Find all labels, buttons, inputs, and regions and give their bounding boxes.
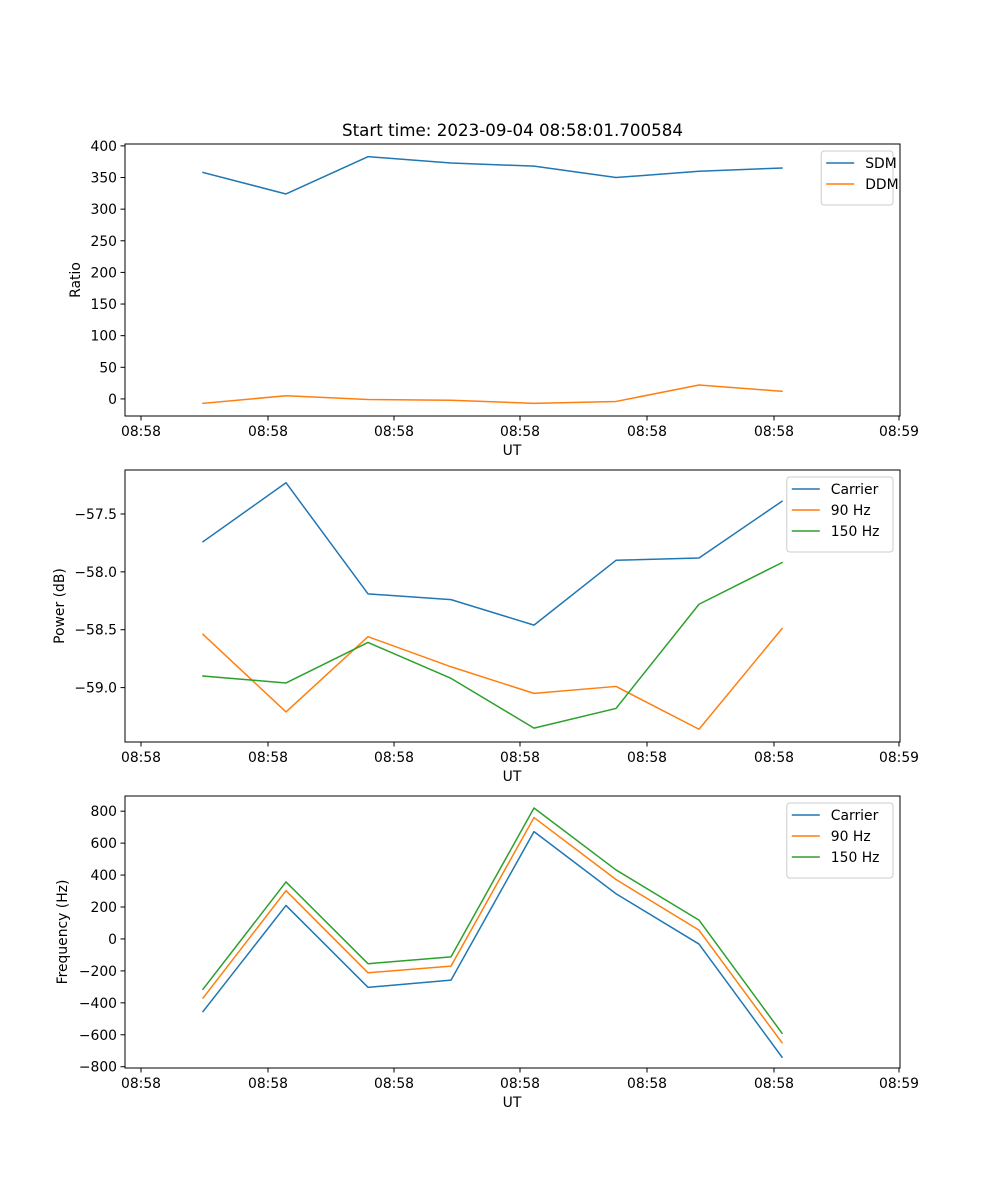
x-tick-label: 08:58 (374, 424, 414, 440)
legend: Carrier 90 Hz 150 Hz (786, 802, 894, 879)
chart-panel-1: 08:58 08:58 08:58 08:58 08:58 08:58 08:59 0 50 10… (68, 139, 919, 459)
x-tick-label: 08:58 (500, 750, 540, 766)
legend: SDM DDM (820, 150, 899, 206)
x-tick-label: 08:58 (248, 750, 288, 766)
series-line-carrier (201, 481, 784, 626)
y-tick-label: 150 (90, 297, 117, 313)
chart-panel-2: 08:58 08:58 08:58 08:58 08:58 08:58 08:59 −59.0… (52, 469, 919, 785)
x-tick-label: 08:58 (374, 750, 414, 766)
legend-box (786, 476, 894, 553)
y-axis-label: Frequency (Hz) (55, 880, 71, 985)
x-tick-label: 08:58 (500, 424, 540, 440)
x-tick-label: 08:58 (374, 1076, 414, 1092)
legend-label-carrier: Carrier (831, 808, 879, 824)
legend-box (786, 802, 894, 879)
y-tick-label: 50 (99, 360, 117, 376)
x-tick-label: 08:58 (627, 750, 667, 766)
x-tick-label: 08:58 (121, 424, 161, 440)
y-tick-label: −58.0 (74, 565, 117, 581)
legend-box (820, 150, 894, 206)
chart-panel-3: 08:58 08:58 08:58 08:58 08:58 08:58 08:59 −800 −… (55, 795, 919, 1111)
y-tick-label: 350 (90, 171, 117, 187)
x-tick-label: 08:59 (879, 750, 919, 766)
y-tick-label: 400 (90, 868, 117, 884)
legend-label-sdm: SDM (865, 156, 897, 172)
y-tick-label: 200 (90, 265, 117, 281)
x-tick-label: 08:58 (754, 424, 794, 440)
legend-label-ddm: DDM (865, 177, 898, 193)
x-tick-label: 08:58 (754, 1076, 794, 1092)
y-tick-label: 0 (108, 392, 117, 408)
x-tick-label: 08:58 (627, 424, 667, 440)
y-tick-label: −600 (79, 1028, 117, 1044)
figure-title: Start time: 2023-09-04 08:58:01.700584 (342, 120, 683, 140)
y-tick-label: −57.5 (74, 507, 117, 523)
x-axis-label: UT (503, 443, 522, 459)
series-line-90-hz (201, 627, 784, 731)
x-axis-label: UT (503, 1095, 522, 1111)
x-tick-label: 08:58 (121, 750, 161, 766)
series-line-sdm (202, 155, 783, 195)
series-line-150-hz (202, 561, 784, 729)
x-axis-label: UT (503, 769, 522, 785)
y-axis-label: Power (dB) (52, 568, 68, 644)
x-tick-label: 08:58 (121, 1076, 161, 1092)
y-tick-label: 300 (90, 202, 117, 218)
y-tick-label: 200 (90, 900, 117, 916)
x-tick-label: 08:58 (627, 1076, 667, 1092)
x-tick-label: 08:58 (754, 750, 794, 766)
y-tick-label: −400 (79, 996, 117, 1012)
y-tick-label: 0 (108, 932, 117, 948)
y-tick-label: 100 (90, 329, 117, 345)
y-tick-label: 800 (90, 804, 117, 820)
x-tick-label: 08:59 (879, 424, 919, 440)
legend-label-90-hz: 90 Hz (831, 829, 871, 845)
y-tick-label: −800 (79, 1060, 117, 1076)
y-tick-label: −58.5 (74, 623, 117, 639)
series-line-carrier (201, 830, 784, 1059)
legend-label-150-hz: 150 Hz (831, 850, 880, 866)
y-axis-label: Ratio (68, 262, 84, 298)
x-tick-label: 08:58 (500, 1076, 540, 1092)
y-tick-label: −200 (79, 964, 117, 980)
y-tick-label: −59.0 (74, 681, 117, 697)
legend-label-150-hz: 150 Hz (831, 524, 880, 540)
x-tick-label: 08:58 (248, 424, 288, 440)
series-line-150-hz (201, 807, 784, 1035)
y-tick-label: 250 (90, 234, 117, 250)
x-tick-label: 08:59 (879, 1076, 919, 1092)
y-tick-label: 600 (90, 836, 117, 852)
legend: Carrier 90 Hz 150 Hz (786, 476, 894, 553)
plot-frame (124, 143, 901, 417)
legend-label-carrier: Carrier (831, 482, 879, 498)
x-tick-label: 08:58 (248, 1076, 288, 1092)
plot-frame (124, 469, 901, 743)
plot-frame (124, 795, 901, 1069)
series-line-ddm (202, 384, 783, 405)
legend-label-90-hz: 90 Hz (831, 503, 871, 519)
series-line-90-hz (201, 816, 784, 1044)
y-tick-label: 400 (90, 139, 117, 155)
